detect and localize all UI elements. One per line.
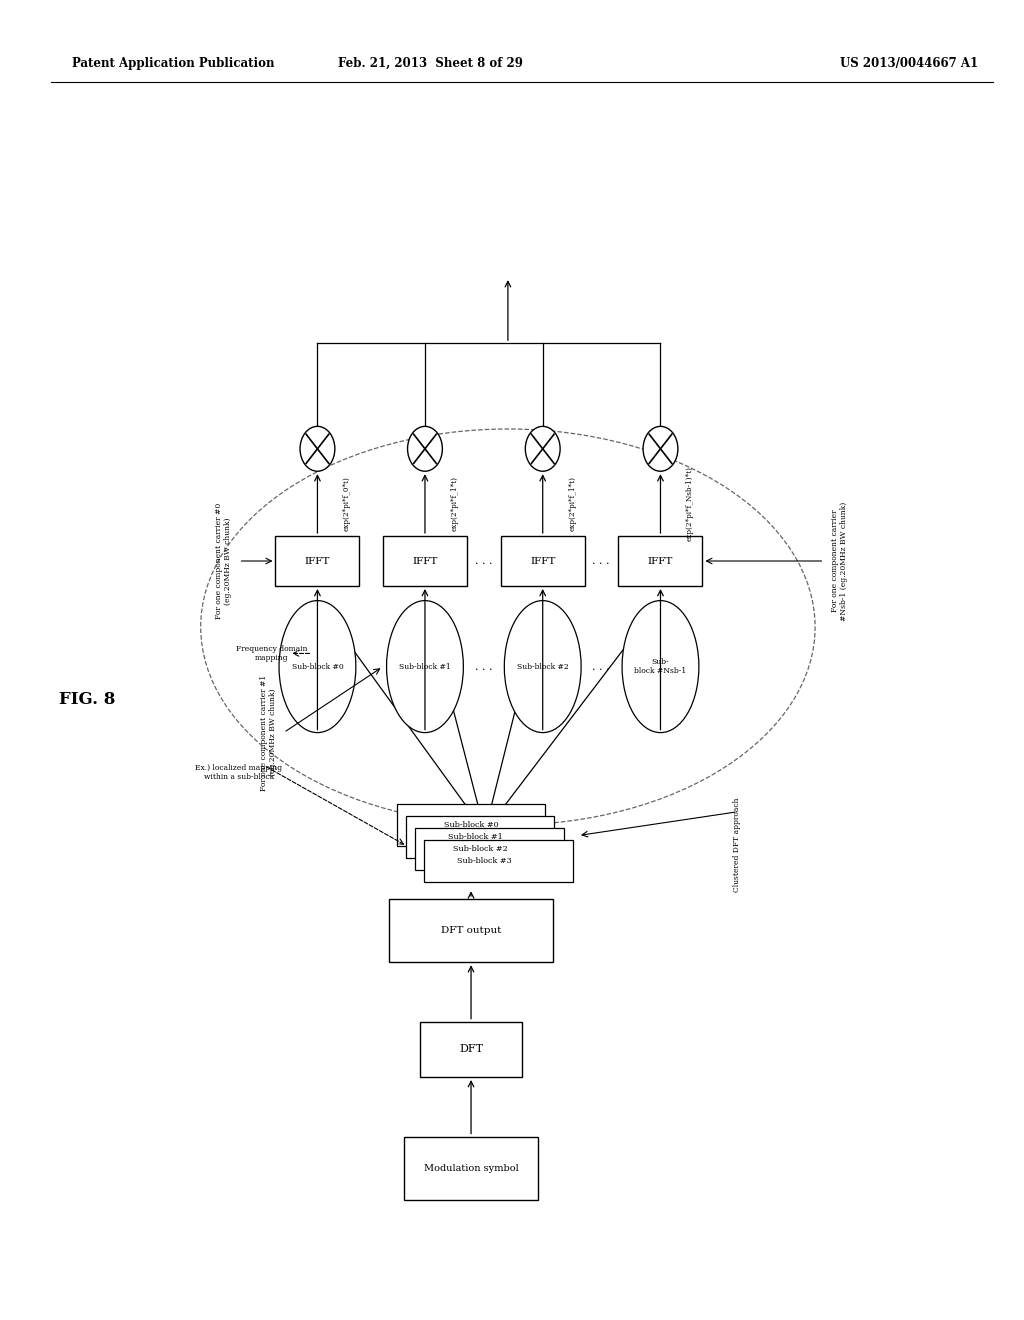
- Text: Feb. 21, 2013  Sheet 8 of 29: Feb. 21, 2013 Sheet 8 of 29: [338, 57, 522, 70]
- Text: Sub-block #0: Sub-block #0: [443, 821, 499, 829]
- Text: Sub-
block #Nsb-1: Sub- block #Nsb-1: [634, 657, 687, 676]
- Bar: [383, 536, 467, 586]
- Text: IFFT: IFFT: [648, 557, 673, 565]
- Bar: [397, 804, 545, 846]
- Text: Modulation symbol: Modulation symbol: [424, 1164, 518, 1172]
- Ellipse shape: [387, 601, 463, 733]
- Text: Sub-block #1: Sub-block #1: [399, 663, 451, 671]
- Text: IFFT: IFFT: [530, 557, 555, 565]
- Text: . . .: . . .: [592, 661, 610, 672]
- Bar: [404, 1137, 538, 1200]
- Ellipse shape: [279, 601, 356, 733]
- Bar: [618, 536, 702, 586]
- Bar: [501, 536, 585, 586]
- Bar: [389, 899, 553, 962]
- Text: Frequency domain
mapping: Frequency domain mapping: [236, 644, 307, 663]
- Text: Ex.) localized mapping
within a sub-block: Ex.) localized mapping within a sub-bloc…: [195, 763, 283, 781]
- Text: Sub-block #0: Sub-block #0: [292, 663, 343, 671]
- Circle shape: [643, 426, 678, 471]
- Text: Sub-block #2: Sub-block #2: [517, 663, 568, 671]
- Text: Clustered DFT approach: Clustered DFT approach: [733, 797, 741, 892]
- Text: DFT output: DFT output: [441, 927, 501, 935]
- Ellipse shape: [623, 601, 698, 733]
- Bar: [406, 816, 555, 858]
- Text: DFT: DFT: [459, 1044, 483, 1055]
- Text: . . .: . . .: [474, 556, 493, 566]
- Text: For one component carrier #0
(eg.20MHz BW chunk): For one component carrier #0 (eg.20MHz B…: [215, 503, 231, 619]
- Text: Patent Application Publication: Patent Application Publication: [72, 57, 274, 70]
- Text: FIG. 8: FIG. 8: [58, 692, 116, 708]
- Text: exp(2*pi*f_1*t): exp(2*pi*f_1*t): [451, 477, 459, 531]
- Bar: [416, 828, 563, 870]
- Circle shape: [408, 426, 442, 471]
- Text: Sub-block #2: Sub-block #2: [453, 845, 508, 853]
- Bar: [275, 536, 359, 586]
- Bar: [425, 840, 573, 882]
- Text: exp(2*pi*f_1*t): exp(2*pi*f_1*t): [568, 477, 577, 531]
- Text: exp(2*pi*f_0*t): exp(2*pi*f_0*t): [343, 477, 351, 531]
- Text: US 2013/0044667 A1: US 2013/0044667 A1: [840, 57, 978, 70]
- Circle shape: [525, 426, 560, 471]
- Circle shape: [300, 426, 335, 471]
- Text: Sub-block #3: Sub-block #3: [458, 857, 512, 865]
- Text: For one component carrier #1
(eg.20MHz BW chunk): For one component carrier #1 (eg.20MHz B…: [260, 675, 276, 791]
- Ellipse shape: [505, 601, 582, 733]
- Text: . . .: . . .: [474, 661, 493, 672]
- Text: For one component carrier
#Nsb-1 (eg.20MHz BW chunk): For one component carrier #Nsb-1 (eg.20M…: [831, 502, 848, 620]
- Bar: [420, 1022, 522, 1077]
- Text: . . .: . . .: [592, 556, 610, 566]
- Text: Sub-block #1: Sub-block #1: [449, 833, 503, 841]
- Text: IFFT: IFFT: [305, 557, 330, 565]
- Text: exp(2*pi*f_Nsb-1)*t): exp(2*pi*f_Nsb-1)*t): [686, 466, 694, 541]
- Text: IFFT: IFFT: [413, 557, 437, 565]
